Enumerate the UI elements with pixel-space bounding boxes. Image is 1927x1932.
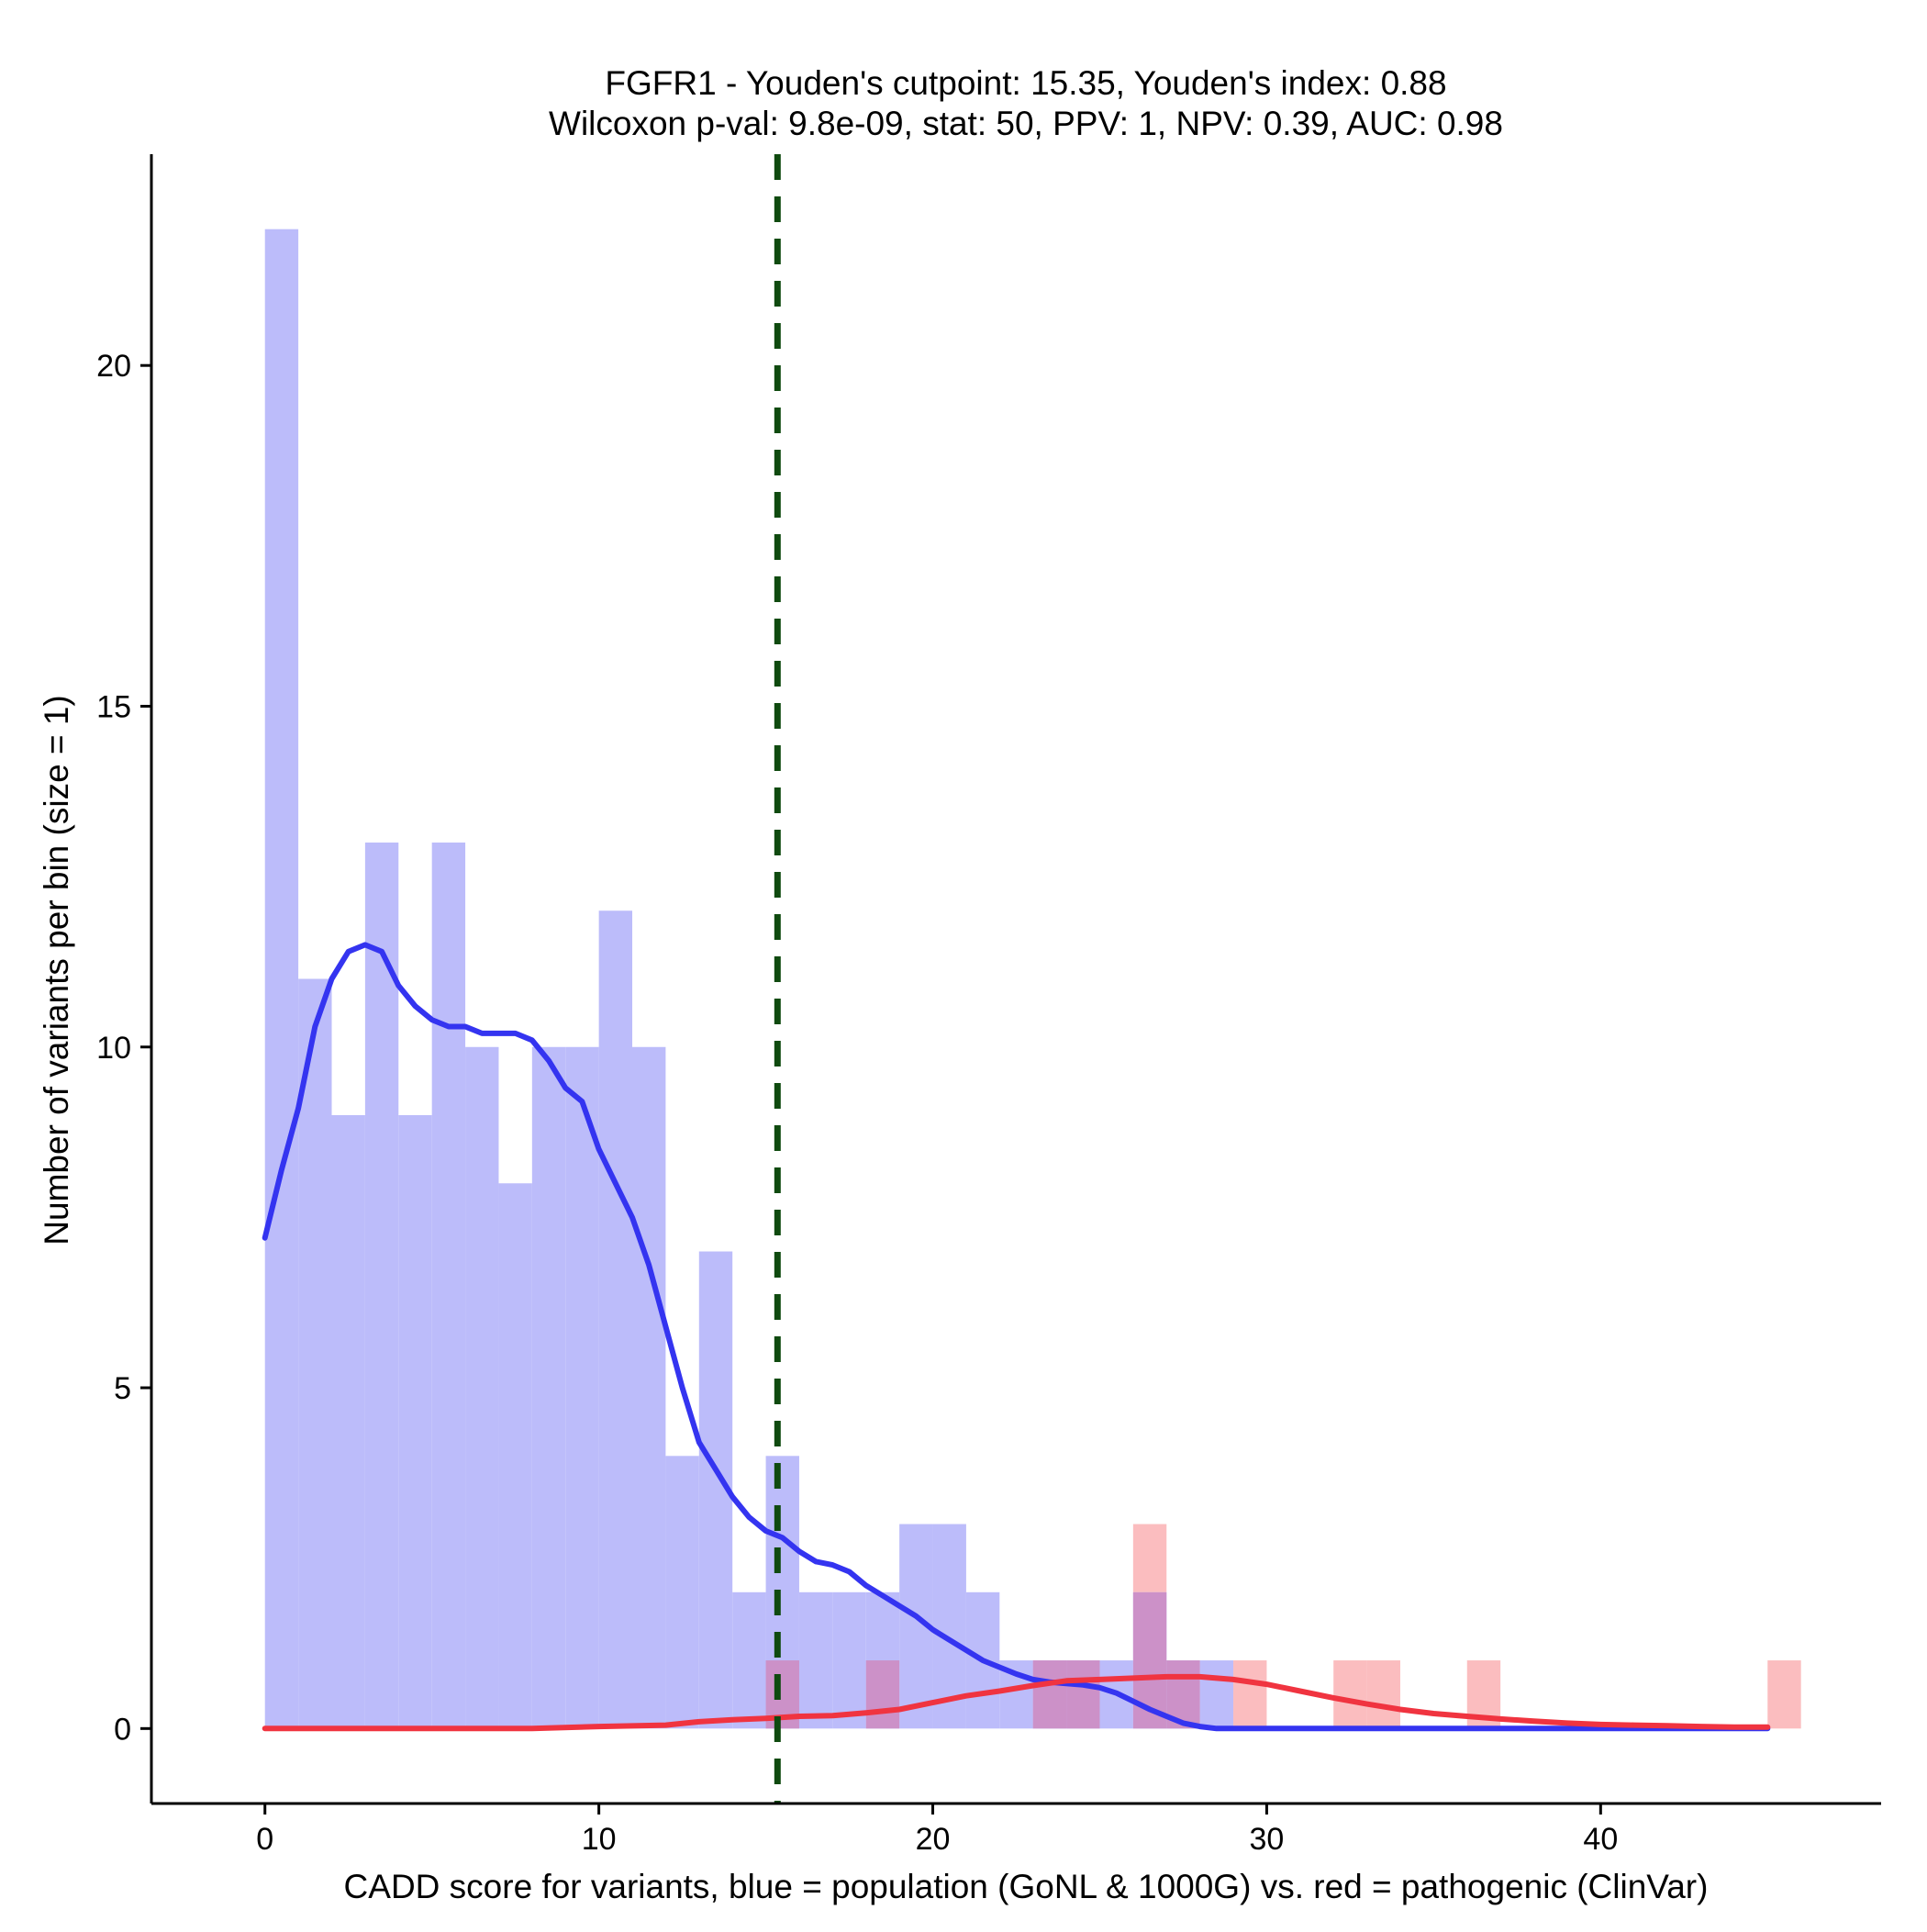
population-bar	[565, 1046, 599, 1729]
overlap-bar	[865, 1660, 900, 1729]
population-bar	[832, 1591, 866, 1729]
x-tick-label: 10	[582, 1822, 617, 1857]
pathogenic-density-curve	[262, 1673, 1771, 1732]
pathogenic-bar	[1233, 1660, 1267, 1729]
population-bar	[598, 910, 633, 1729]
pathogenic-bar	[1366, 1660, 1400, 1729]
population-bar	[732, 1591, 766, 1729]
pathogenic-bar	[1333, 1660, 1367, 1729]
pathogenic-bar	[1132, 1524, 1167, 1592]
x-axis-ticks: 0 10 20 30 40	[256, 1804, 1618, 1857]
x-axis-label: CADD score for variants, blue = populati…	[344, 1868, 1709, 1905]
population-density-curve	[262, 942, 1771, 1732]
x-tick-label: 30	[1250, 1822, 1285, 1857]
histogram-bars	[264, 229, 1801, 1729]
population-bar	[398, 1115, 432, 1729]
overlap-bar	[1066, 1660, 1100, 1729]
chart-title-line-1: FGFR1 - Youden's cutpoint: 15.35, Youden…	[605, 64, 1446, 102]
chart-title-line-2: Wilcoxon p-val: 9.8e-09, stat: 50, PPV: …	[549, 105, 1503, 142]
y-tick-label: 15	[96, 689, 131, 724]
y-axis-label: Number of variants per bin (size = 1)	[38, 695, 75, 1245]
y-tick-label: 0	[114, 1712, 131, 1747]
y-tick-label: 20	[96, 349, 131, 384]
y-tick-label: 5	[114, 1371, 131, 1406]
population-bar	[431, 842, 466, 1729]
population-bar	[364, 842, 399, 1729]
population-bar	[331, 1115, 365, 1729]
population-bar	[632, 1046, 666, 1729]
population-bar	[1199, 1660, 1234, 1729]
density-curves	[262, 942, 1771, 1732]
population-bar	[531, 1046, 566, 1729]
x-tick-label: 0	[256, 1822, 273, 1857]
population-bar	[465, 1046, 499, 1729]
population-bar	[498, 1183, 532, 1729]
population-bar	[798, 1591, 833, 1729]
y-tick-label: 10	[96, 1031, 131, 1066]
x-tick-label: 20	[916, 1822, 951, 1857]
pathogenic-bar	[1767, 1660, 1801, 1729]
y-axis-ticks: 0 5 10 15 20	[96, 349, 151, 1747]
population-bar	[298, 978, 332, 1729]
overlap-bar	[1032, 1660, 1067, 1729]
population-bar	[264, 229, 299, 1729]
x-tick-label: 40	[1583, 1822, 1618, 1857]
population-bar	[665, 1456, 699, 1729]
